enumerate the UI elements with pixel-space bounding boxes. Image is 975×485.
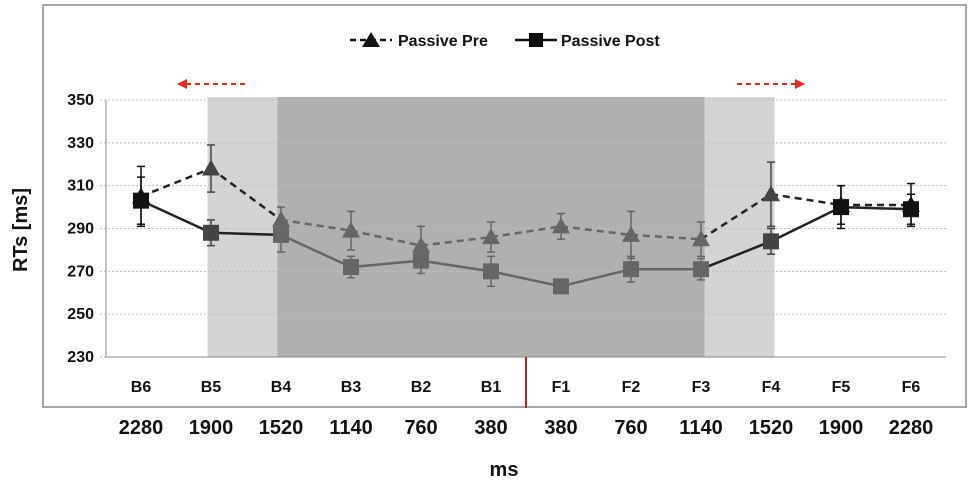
data-point-post-square xyxy=(763,233,779,250)
series-post-segment xyxy=(210,231,282,237)
red-arrowhead-right-icon xyxy=(795,79,805,89)
series-pre-segment xyxy=(140,167,212,198)
x-tick-label: F1 xyxy=(552,379,571,396)
x-tick-label: B6 xyxy=(131,379,152,396)
ms-tick-label: 1520 xyxy=(259,417,304,439)
x-tick-label: B2 xyxy=(411,379,432,396)
data-point-post-square xyxy=(623,261,639,278)
y-tick-label: 270 xyxy=(67,263,94,280)
series-post-segment xyxy=(420,259,492,273)
y-tick-label: 230 xyxy=(67,349,94,366)
series-post-segment xyxy=(490,270,562,288)
y-tick-label: 350 xyxy=(67,92,94,109)
series-post-segment xyxy=(350,259,422,269)
y-axis-title: RTs [ms] xyxy=(10,188,32,272)
data-point-pre-triangle xyxy=(552,217,570,234)
x-tick-label: B1 xyxy=(481,379,502,396)
x-tick-label: B4 xyxy=(271,379,292,396)
series-post-segment xyxy=(770,205,842,243)
data-point-pre-triangle xyxy=(202,159,220,176)
series-pre-segment xyxy=(210,167,282,221)
series-pre-segment xyxy=(700,193,772,241)
legend-pre-triangle-icon xyxy=(362,32,380,47)
series xyxy=(132,144,920,295)
gridlines xyxy=(100,99,946,358)
ms-tick-label: 1900 xyxy=(189,417,234,439)
series-post-segment xyxy=(140,199,212,234)
data-point-post-square xyxy=(553,278,569,295)
x-tick-label: F5 xyxy=(832,379,851,396)
ms-tick-label: 1900 xyxy=(819,417,864,439)
data-point-pre-triangle xyxy=(692,230,710,247)
data-point-pre-triangle xyxy=(412,236,430,253)
x-tick-label: F2 xyxy=(622,379,641,396)
data-point-post-square xyxy=(203,224,219,241)
data-point-post-square xyxy=(903,201,919,218)
ms-tick-label: 760 xyxy=(614,417,647,439)
ms-tick-label: 1140 xyxy=(679,417,722,439)
series-post-segment xyxy=(840,205,912,211)
ms-tick-label: 1520 xyxy=(749,417,794,439)
x-tick-label: F6 xyxy=(902,379,921,396)
legend-pre-label: Passive Pre xyxy=(398,33,488,50)
ms-tick-label: 2280 xyxy=(119,417,164,439)
ms-tick-label: 2280 xyxy=(889,417,934,439)
axes: 230 250 270 290 310 330 350 B6 2280 B5 1900 B4 1520 B… xyxy=(67,92,946,439)
data-point-post-square xyxy=(273,226,289,243)
legend-post-label: Passive Post xyxy=(561,33,660,50)
x-tick-label: F3 xyxy=(692,379,711,396)
y-tick-label: 290 xyxy=(67,221,94,238)
data-point-post-square xyxy=(133,192,149,209)
data-point-post-square xyxy=(483,263,499,280)
chart-border xyxy=(42,4,967,408)
data-point-post-square xyxy=(833,199,849,216)
series-post-segment xyxy=(280,233,352,269)
data-point-post-square xyxy=(693,261,709,278)
data-point-pre-triangle xyxy=(342,221,360,238)
series-post-segment xyxy=(560,267,632,288)
series-post-segment xyxy=(700,240,772,271)
annotations xyxy=(177,79,805,408)
x-tick-label: B5 xyxy=(201,379,222,396)
data-point-pre-triangle xyxy=(622,225,640,242)
data-point-pre-triangle xyxy=(482,228,500,245)
data-point-post-square xyxy=(343,259,359,276)
ms-tick-label: 380 xyxy=(474,417,507,439)
ms-tick-label: 1140 xyxy=(329,417,372,439)
data-point-pre-triangle xyxy=(762,185,780,202)
series-pre-segment xyxy=(770,192,842,207)
legend: Passive Pre Passive Post xyxy=(350,32,660,50)
y-tick-label: 330 xyxy=(67,135,94,152)
x-tick-label: F4 xyxy=(762,379,781,396)
ms-tick-label: 760 xyxy=(404,417,437,439)
data-point-post-square xyxy=(413,252,429,269)
y-tick-label: 310 xyxy=(67,178,94,195)
x-axis-title: ms xyxy=(490,459,519,481)
y-tick-label: 250 xyxy=(67,306,94,323)
ms-tick-label: 380 xyxy=(544,417,577,439)
red-arrowhead-left-icon xyxy=(177,79,187,89)
x-tick-label: B3 xyxy=(341,379,362,396)
legend-post-square-icon xyxy=(529,33,543,47)
